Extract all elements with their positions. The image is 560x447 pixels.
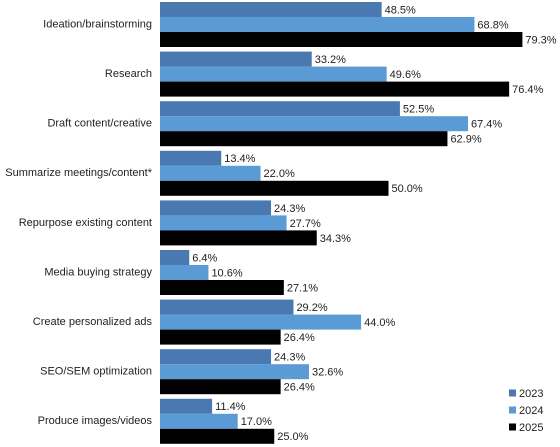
value-label: 22.0% [264, 168, 295, 180]
value-label: 26.4% [284, 332, 315, 344]
category-label: Media buying strategy [44, 266, 152, 278]
bar [160, 250, 190, 265]
value-label: 79.3% [525, 34, 556, 46]
bar [160, 215, 287, 231]
value-label: 29.2% [296, 302, 327, 314]
bar [160, 230, 317, 246]
bar [160, 413, 238, 429]
category-label: Draft content/creative [47, 118, 152, 130]
value-label: 44.0% [364, 317, 395, 329]
bar [160, 379, 281, 395]
bar [160, 81, 510, 97]
value-label: 32.6% [312, 367, 343, 379]
bar [160, 398, 213, 414]
bar [160, 428, 275, 444]
bar [160, 200, 272, 216]
category-label: Produce images/videos [38, 415, 153, 427]
value-label: 52.5% [403, 104, 434, 116]
value-label: 13.4% [224, 153, 255, 165]
bar [160, 150, 222, 166]
value-label: 17.0% [241, 416, 272, 428]
value-label: 33.2% [315, 54, 346, 66]
category-label: Summarize meetings/content* [5, 167, 152, 179]
value-label: 50.0% [392, 183, 423, 195]
value-label: 24.3% [274, 203, 305, 215]
bar [160, 329, 281, 345]
bar [160, 349, 272, 365]
bar [160, 165, 261, 181]
bar [160, 66, 387, 82]
bar [160, 314, 362, 330]
value-label: 26.4% [284, 382, 315, 394]
value-label: 24.3% [274, 352, 305, 364]
value-label: 48.5% [385, 4, 416, 16]
bar [160, 101, 400, 117]
legend-label: 2023 [519, 388, 543, 400]
value-label: 10.6% [211, 267, 242, 279]
value-label: 34.3% [320, 233, 351, 245]
value-label: 6.4% [192, 252, 217, 264]
category-label: SEO/SEM optimization [40, 366, 152, 378]
category-label: Ideation/brainstorming [43, 18, 152, 30]
bar [160, 299, 294, 315]
value-label: 27.1% [287, 282, 318, 294]
value-label: 68.8% [477, 19, 508, 31]
category-label: Repurpose existing content [19, 217, 152, 229]
bar [160, 32, 523, 47]
bar [160, 51, 312, 67]
legend-swatch [509, 423, 516, 431]
legend-swatch [509, 406, 516, 414]
value-label: 76.4% [512, 84, 543, 96]
bar [160, 17, 475, 32]
value-label: 62.9% [450, 134, 481, 146]
value-label: 67.4% [471, 119, 502, 131]
value-label: 25.0% [277, 431, 308, 443]
bar [160, 364, 309, 380]
bar [160, 116, 469, 132]
bar [160, 131, 448, 147]
bar [160, 180, 389, 196]
legend-label: 2024 [519, 405, 543, 417]
legend-swatch [509, 389, 516, 397]
bar [160, 280, 284, 295]
category-label: Research [105, 68, 152, 80]
value-label: 27.7% [290, 218, 321, 230]
bar [160, 2, 382, 17]
bar [160, 265, 209, 280]
legend-label: 2025 [519, 422, 543, 434]
value-label: 11.4% [215, 401, 246, 413]
category-label: Create personalized ads [33, 316, 153, 328]
value-label: 49.6% [390, 69, 421, 81]
